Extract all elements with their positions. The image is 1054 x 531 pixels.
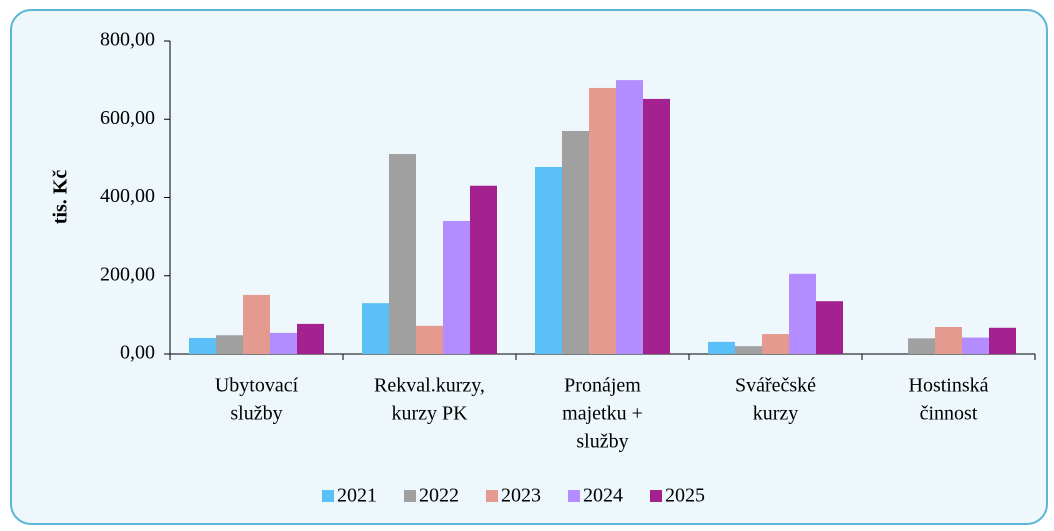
bar [735, 346, 762, 354]
bar [816, 301, 843, 354]
bar [270, 332, 297, 354]
bar [389, 154, 416, 354]
bar [562, 130, 589, 354]
legend-label: 2022 [419, 485, 459, 507]
legend-swatch [322, 490, 334, 502]
legend-swatch [486, 490, 498, 502]
bar [416, 325, 443, 354]
x-tick-label: majetku + [562, 403, 643, 425]
bar [989, 327, 1016, 354]
legend-label: 2021 [337, 485, 377, 507]
x-tick-label: činnost [920, 403, 978, 425]
x-tick-label: kurzy [753, 403, 799, 425]
bar [535, 166, 562, 354]
x-tick-label: Svářečské [735, 375, 816, 397]
bar [789, 273, 816, 354]
x-tick-label: služby [230, 403, 282, 425]
bar [908, 338, 935, 354]
y-tick-label: 800,00 [100, 29, 155, 51]
legend-label: 2024 [583, 485, 623, 507]
bar [362, 303, 389, 354]
x-tick-label: Hostinská [909, 375, 989, 397]
bar [708, 341, 735, 354]
bar [589, 87, 616, 354]
bar [297, 323, 324, 354]
chart-frame [10, 9, 1048, 525]
bar [243, 294, 270, 354]
legend-label: 2023 [501, 485, 541, 507]
y-tick-label: 600,00 [100, 107, 155, 129]
x-tick-label: služby [576, 431, 628, 453]
bar [443, 220, 470, 354]
y-axis-title: tis. Kč [50, 170, 72, 225]
x-tick-label: Pronájem [564, 375, 641, 397]
bar [762, 334, 789, 354]
legend-swatch [404, 490, 416, 502]
y-tick-label: 0,00 [120, 342, 155, 364]
bar [470, 185, 497, 354]
bar [643, 98, 670, 354]
bar [962, 337, 989, 354]
x-tick-label: kurzy PK [391, 403, 468, 425]
bar [935, 327, 962, 354]
bar [616, 80, 643, 354]
bar [216, 335, 243, 354]
x-tick-label: Ubytovací [215, 375, 299, 397]
y-tick-label: 400,00 [100, 185, 155, 207]
legend-swatch [568, 490, 580, 502]
legend-swatch [650, 490, 662, 502]
x-tick-label: Rekval.kurzy, [374, 375, 485, 397]
y-tick-label: 200,00 [100, 263, 155, 285]
legend-label: 2025 [665, 485, 705, 507]
bar [189, 337, 216, 354]
